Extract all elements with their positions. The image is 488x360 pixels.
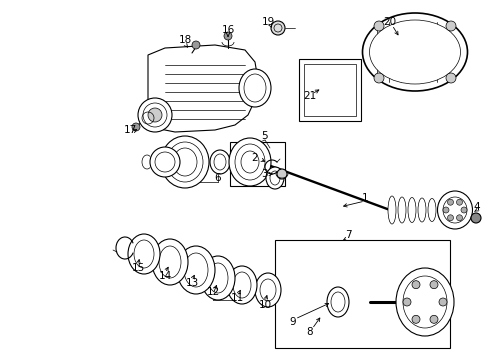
Text: 8: 8 <box>306 327 313 337</box>
Ellipse shape <box>397 197 405 223</box>
Ellipse shape <box>134 240 154 268</box>
Bar <box>304 64 355 116</box>
Circle shape <box>411 281 419 289</box>
Circle shape <box>456 215 462 221</box>
Circle shape <box>132 123 140 131</box>
Bar <box>298 59 360 121</box>
Text: 14: 14 <box>158 271 171 281</box>
Ellipse shape <box>437 191 471 229</box>
Ellipse shape <box>173 148 197 176</box>
Circle shape <box>447 215 452 221</box>
Text: 3: 3 <box>260 169 267 179</box>
Ellipse shape <box>152 239 187 285</box>
Text: 18: 18 <box>178 35 191 45</box>
Circle shape <box>445 73 455 83</box>
Ellipse shape <box>128 234 160 274</box>
Ellipse shape <box>265 167 284 189</box>
Ellipse shape <box>402 276 446 328</box>
Ellipse shape <box>387 196 395 224</box>
Circle shape <box>276 169 286 179</box>
Text: 10: 10 <box>258 300 271 310</box>
Ellipse shape <box>239 69 270 107</box>
Ellipse shape <box>254 273 281 307</box>
Ellipse shape <box>155 152 175 172</box>
Ellipse shape <box>260 279 275 301</box>
Text: 16: 16 <box>221 25 234 35</box>
Text: 4: 4 <box>473 202 479 212</box>
Bar <box>229 142 285 186</box>
Text: 2: 2 <box>251 153 258 163</box>
Circle shape <box>402 298 410 306</box>
Ellipse shape <box>330 292 345 312</box>
Ellipse shape <box>326 287 348 317</box>
Ellipse shape <box>167 142 203 182</box>
Ellipse shape <box>417 198 425 222</box>
Circle shape <box>224 32 231 40</box>
Text: 17: 17 <box>123 125 136 135</box>
Circle shape <box>429 281 437 289</box>
Ellipse shape <box>142 103 167 127</box>
Ellipse shape <box>183 253 207 287</box>
Ellipse shape <box>159 246 181 278</box>
Text: 9: 9 <box>289 317 296 327</box>
Circle shape <box>438 298 446 306</box>
Circle shape <box>447 199 452 205</box>
Text: 11: 11 <box>230 293 243 303</box>
Text: 5: 5 <box>261 131 268 141</box>
Ellipse shape <box>362 13 467 91</box>
Ellipse shape <box>226 266 257 304</box>
Text: 7: 7 <box>344 230 350 240</box>
Ellipse shape <box>177 246 215 294</box>
Circle shape <box>373 73 383 83</box>
Text: 21: 21 <box>303 91 316 101</box>
Text: 19: 19 <box>261 17 274 27</box>
Bar <box>274 240 449 348</box>
Text: 15: 15 <box>131 263 144 273</box>
Circle shape <box>429 315 437 323</box>
Ellipse shape <box>241 151 259 173</box>
Circle shape <box>192 41 200 49</box>
Ellipse shape <box>201 256 235 300</box>
Ellipse shape <box>138 98 172 132</box>
Circle shape <box>270 21 285 35</box>
Ellipse shape <box>150 147 180 177</box>
Circle shape <box>460 207 466 213</box>
Ellipse shape <box>244 74 265 102</box>
Text: 1: 1 <box>361 193 367 203</box>
Text: 6: 6 <box>214 173 221 183</box>
Ellipse shape <box>269 171 280 185</box>
Circle shape <box>411 315 419 323</box>
Circle shape <box>373 21 383 31</box>
Circle shape <box>470 213 480 223</box>
Ellipse shape <box>369 20 460 84</box>
Polygon shape <box>148 45 258 132</box>
Ellipse shape <box>228 138 270 186</box>
Ellipse shape <box>442 197 466 223</box>
Circle shape <box>442 207 448 213</box>
Ellipse shape <box>232 272 250 298</box>
Ellipse shape <box>214 154 225 170</box>
Ellipse shape <box>209 150 229 174</box>
Ellipse shape <box>407 198 415 222</box>
Text: 20: 20 <box>383 17 396 27</box>
Ellipse shape <box>395 268 453 336</box>
Ellipse shape <box>148 108 162 122</box>
Circle shape <box>456 199 462 205</box>
Ellipse shape <box>235 144 264 180</box>
Text: 13: 13 <box>185 278 198 288</box>
Ellipse shape <box>161 136 208 188</box>
Ellipse shape <box>427 198 435 221</box>
Circle shape <box>445 21 455 31</box>
Text: 12: 12 <box>206 287 219 297</box>
Ellipse shape <box>437 199 445 221</box>
Ellipse shape <box>207 263 227 293</box>
